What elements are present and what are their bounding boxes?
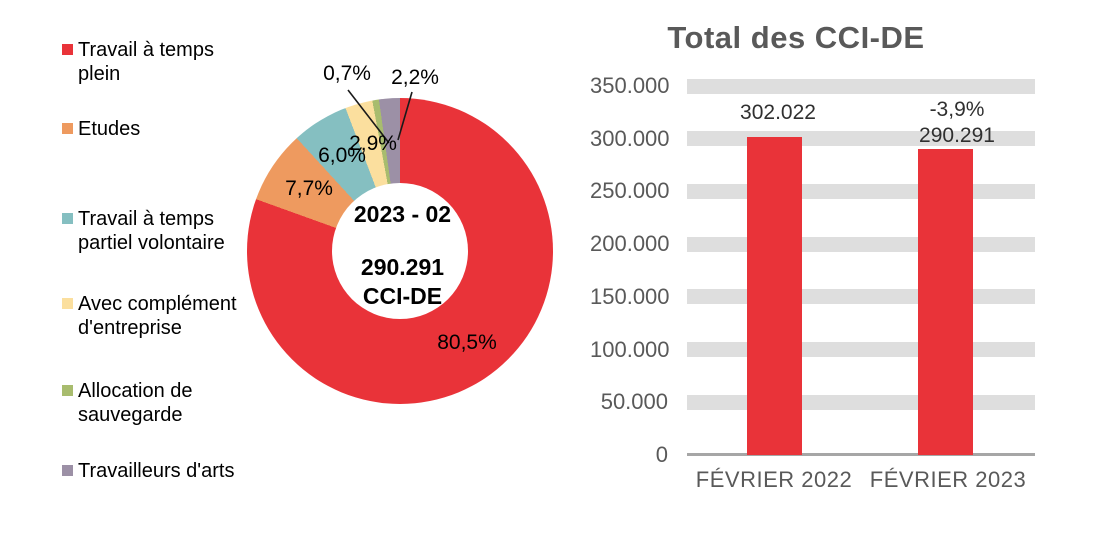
donut-hole <box>332 183 468 319</box>
slice-label-avec-complement: 2,9% <box>349 132 397 155</box>
bar-fevrier-2023 <box>918 148 973 455</box>
bar-label-fevrier-2022: 302.022 <box>718 100 838 126</box>
legend-label: Avec complément d'entreprise <box>78 293 237 339</box>
category-label-fevrier-2022: FÉVRIER 2022 <box>695 467 853 492</box>
legend-swatch <box>62 123 73 134</box>
legend-swatch <box>62 298 73 309</box>
category-label-fevrier-2023: FÉVRIER 2023 <box>869 467 1027 492</box>
legend-swatch <box>62 213 73 224</box>
gridline-band <box>687 236 1035 252</box>
slice-label-etudes: 7,7% <box>285 177 333 200</box>
bar-label-fevrier-2023: -3,9% 290.291 <box>896 97 1018 149</box>
bar-value: 290.291 <box>919 124 995 147</box>
legend-swatch <box>62 385 73 396</box>
y-axis-label: 0 <box>655 441 668 467</box>
y-axis-label: 50.000 <box>600 389 668 415</box>
legend-item: Avec complément d'entreprise <box>62 292 250 340</box>
legend-item: Allocation de sauvegarde <box>62 379 250 427</box>
bar-chart-title: Total des CCI-DE <box>667 20 925 55</box>
gridline-band <box>687 394 1035 410</box>
y-axis-label: 200.000 <box>590 231 670 257</box>
legend-swatch <box>62 465 73 476</box>
legend-label: Travail à temps partiel volontaire <box>78 208 225 254</box>
legend-item: Etudes <box>62 117 250 141</box>
bar-delta-pct: -3,9% <box>929 98 985 121</box>
slice-label-travailleurs-arts: 2,2% <box>391 66 439 89</box>
donut-center-value: 290.291 CCI-DE <box>300 253 505 311</box>
gridline-band <box>687 342 1035 358</box>
donut-center-period: 2023 - 02 <box>353 201 452 227</box>
bar-chart: Total des CCI-DE 350.000 300.000 250.000 20… <box>590 0 1101 540</box>
legend-label: Travailleurs d'arts <box>78 460 235 482</box>
legend-label: Etudes <box>78 118 141 140</box>
donut-center-total: 290.291 <box>360 254 445 280</box>
legend-item: Travail à temps partiel volontaire <box>62 207 250 255</box>
legend-swatch <box>62 44 73 55</box>
y-axis-label: 300.000 <box>590 125 670 151</box>
gridline-band <box>687 183 1035 199</box>
bar-fevrier-2022 <box>747 136 802 455</box>
y-axis-label: 150.000 <box>590 283 670 309</box>
x-axis-line <box>687 453 1035 456</box>
slice-label-travail-a-temps-plein: 80,5% <box>437 331 497 354</box>
slice-label-allocation-sauvegarde: 0,7% <box>323 62 371 85</box>
y-axis-label: 100.000 <box>590 336 670 362</box>
legend-item: Travail à temps plein <box>62 38 250 86</box>
slice-label-travail-partiel-volontaire: 6,0% <box>318 144 366 167</box>
y-axis-label: 350.000 <box>590 73 670 98</box>
legend-label: Allocation de sauvegarde <box>78 380 193 426</box>
legend-item: Travailleurs d'arts <box>62 459 250 483</box>
gridline-band <box>687 289 1035 305</box>
bar-value: 302.022 <box>740 101 816 124</box>
donut-center-unit: CCI-DE <box>362 283 443 309</box>
y-axis-label: 250.000 <box>590 178 670 204</box>
legend-label: Travail à temps plein <box>78 39 214 85</box>
gridline-band <box>687 78 1035 94</box>
